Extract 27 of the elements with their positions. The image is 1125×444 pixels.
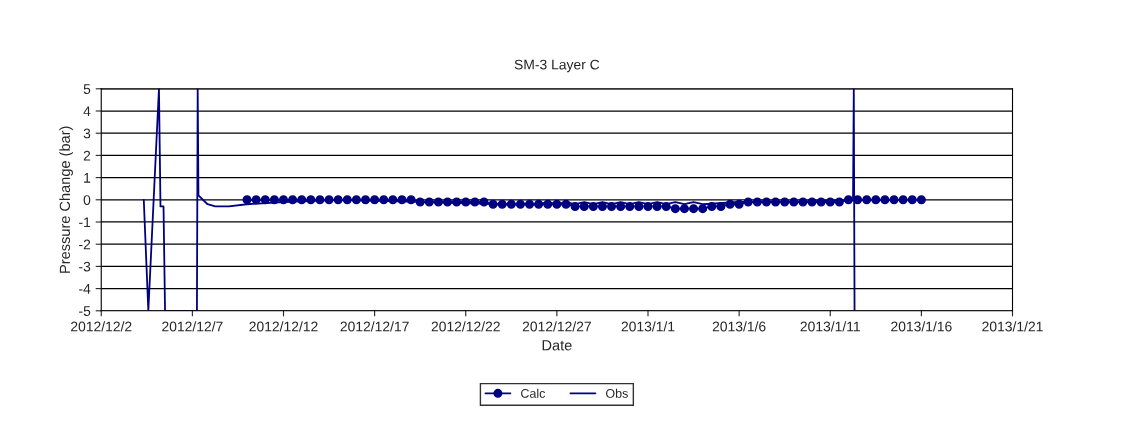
y-tick-label: -5 (79, 306, 91, 316)
y-tick-label: 4 (83, 106, 91, 117)
y-tick-label: 0 (83, 195, 91, 205)
y-tick-label: -1 (79, 217, 91, 228)
legend-label: Obs (606, 388, 628, 398)
y-tick-label: 1 (84, 173, 91, 183)
x-tick-label: 2012/12/17 (340, 321, 409, 332)
legend-label: Calc (521, 388, 546, 398)
x-tick-label: 2012/12/7 (162, 321, 223, 332)
x-axis-title: Date (542, 340, 572, 351)
x-tick-label: 2013/1/6 (712, 321, 766, 332)
y-tick-label: -2 (79, 239, 91, 250)
y-axis-title: Pressure Change (bar) (59, 126, 73, 273)
x-tick-label: 2012/12/2 (71, 321, 132, 332)
y-tick-label: 2 (83, 150, 91, 161)
x-tick-label: 2013/1/16 (891, 321, 952, 332)
x-tick-label: 2012/12/12 (249, 321, 318, 332)
y-tick-label: -4 (79, 284, 91, 294)
chart-title: SM-3 Layer C (514, 59, 600, 73)
x-tick-label: 2013/1/1 (621, 321, 675, 332)
y-tick-label: 3 (83, 128, 91, 139)
x-tick-label: 2013/1/21 (982, 321, 1043, 332)
y-tick-label: -3 (79, 261, 91, 272)
x-tick-label: 2013/1/11 (800, 321, 860, 332)
x-tick-label: 2012/12/27 (522, 321, 591, 332)
x-tick-label: 2012/12/22 (431, 321, 500, 332)
y-tick-label: 5 (83, 84, 91, 94)
